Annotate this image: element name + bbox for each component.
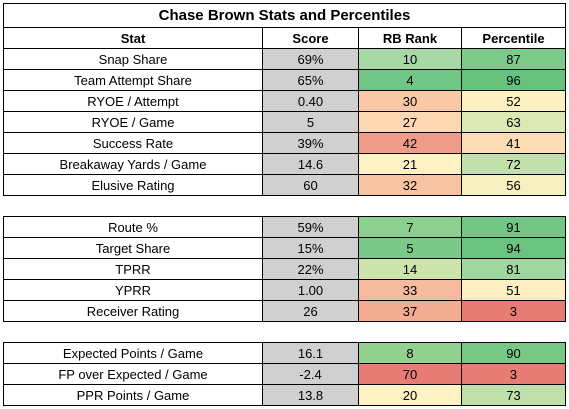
- stat-cell: Expected Points / Game: [3, 342, 263, 364]
- score-cell: 15%: [262, 237, 359, 259]
- rank-cell: 21: [358, 153, 462, 175]
- score-cell: 1.00: [262, 279, 359, 301]
- stat-cell: RYOE / Attempt: [3, 90, 263, 112]
- score-cell: 0.40: [262, 90, 359, 112]
- stat-cell: Team Attempt Share: [3, 69, 263, 91]
- percentile-cell: 73: [461, 384, 566, 406]
- header-score: Score: [262, 27, 359, 49]
- table-row: Breakaway Yards / Game 14.6 21 72: [3, 153, 566, 175]
- rank-cell: 5: [358, 237, 462, 259]
- stat-cell: PPR Points / Game: [3, 384, 263, 406]
- rank-cell: 32: [358, 174, 462, 196]
- score-cell: 69%: [262, 48, 359, 70]
- percentile-cell: 81: [461, 258, 566, 280]
- rank-cell: 27: [358, 111, 462, 133]
- percentile-cell: 87: [461, 48, 566, 70]
- header-rank: RB Rank: [358, 27, 462, 49]
- table-row: Target Share 15% 5 94: [3, 237, 566, 259]
- table-row: Snap Share 69% 10 87: [3, 48, 566, 70]
- table-row: PPR Points / Game 13.8 20 73: [3, 384, 566, 406]
- stat-cell: TPRR: [3, 258, 263, 280]
- table-title: Chase Brown Stats and Percentiles: [3, 3, 566, 28]
- rank-cell: 37: [358, 300, 462, 322]
- percentile-cell: 41: [461, 132, 566, 154]
- header-percentile: Percentile: [461, 27, 566, 49]
- percentile-cell: 52: [461, 90, 566, 112]
- stats-table: Chase Brown Stats and Percentiles Stat S…: [3, 3, 566, 406]
- table-row: Elusive Rating 60 32 56: [3, 174, 566, 196]
- rank-cell: 70: [358, 363, 462, 385]
- stat-cell: Elusive Rating: [3, 174, 263, 196]
- percentile-cell: 94: [461, 237, 566, 259]
- rank-cell: 42: [358, 132, 462, 154]
- header-stat: Stat: [3, 27, 263, 49]
- table-row: YPRR 1.00 33 51: [3, 279, 566, 301]
- percentile-cell: 96: [461, 69, 566, 91]
- score-cell: 13.8: [262, 384, 359, 406]
- stat-cell: RYOE / Game: [3, 111, 263, 133]
- stat-cell: Receiver Rating: [3, 300, 263, 322]
- table-row: Expected Points / Game 16.1 8 90: [3, 342, 566, 364]
- percentile-cell: 3: [461, 363, 566, 385]
- score-cell: 14.6: [262, 153, 359, 175]
- score-cell: -2.4: [262, 363, 359, 385]
- score-cell: 26: [262, 300, 359, 322]
- table-row: FP over Expected / Game -2.4 70 3: [3, 363, 566, 385]
- section-gap: [3, 195, 566, 217]
- percentile-cell: 72: [461, 153, 566, 175]
- stat-cell: Breakaway Yards / Game: [3, 153, 263, 175]
- percentile-cell: 56: [461, 174, 566, 196]
- table-row: Receiver Rating 26 37 3: [3, 300, 566, 322]
- percentile-cell: 91: [461, 216, 566, 238]
- rank-cell: 10: [358, 48, 462, 70]
- table-row: TPRR 22% 14 81: [3, 258, 566, 280]
- score-cell: 60: [262, 174, 359, 196]
- rank-cell: 4: [358, 69, 462, 91]
- stats-sheet: Chase Brown Stats and Percentiles Stat S…: [3, 3, 566, 406]
- percentile-cell: 51: [461, 279, 566, 301]
- stat-cell: YPRR: [3, 279, 263, 301]
- header-row: Stat Score RB Rank Percentile: [3, 27, 566, 49]
- percentile-cell: 90: [461, 342, 566, 364]
- score-cell: 16.1: [262, 342, 359, 364]
- stat-cell: Success Rate: [3, 132, 263, 154]
- score-cell: 59%: [262, 216, 359, 238]
- table-row: RYOE / Attempt 0.40 30 52: [3, 90, 566, 112]
- table-row: RYOE / Game 5 27 63: [3, 111, 566, 133]
- stat-cell: Route %: [3, 216, 263, 238]
- table-row: Route % 59% 7 91: [3, 216, 566, 238]
- rank-cell: 7: [358, 216, 462, 238]
- stat-cell: Snap Share: [3, 48, 263, 70]
- rank-cell: 33: [358, 279, 462, 301]
- score-cell: 5: [262, 111, 359, 133]
- percentile-cell: 63: [461, 111, 566, 133]
- stat-cell: FP over Expected / Game: [3, 363, 263, 385]
- rank-cell: 30: [358, 90, 462, 112]
- table-row: Team Attempt Share 65% 4 96: [3, 69, 566, 91]
- percentile-cell: 3: [461, 300, 566, 322]
- table-row: Success Rate 39% 42 41: [3, 132, 566, 154]
- score-cell: 65%: [262, 69, 359, 91]
- rank-cell: 20: [358, 384, 462, 406]
- stat-cell: Target Share: [3, 237, 263, 259]
- gap-cell: [3, 195, 566, 217]
- rank-cell: 8: [358, 342, 462, 364]
- score-cell: 22%: [262, 258, 359, 280]
- score-cell: 39%: [262, 132, 359, 154]
- rank-cell: 14: [358, 258, 462, 280]
- section-gap: [3, 321, 566, 343]
- gap-cell: [3, 321, 566, 343]
